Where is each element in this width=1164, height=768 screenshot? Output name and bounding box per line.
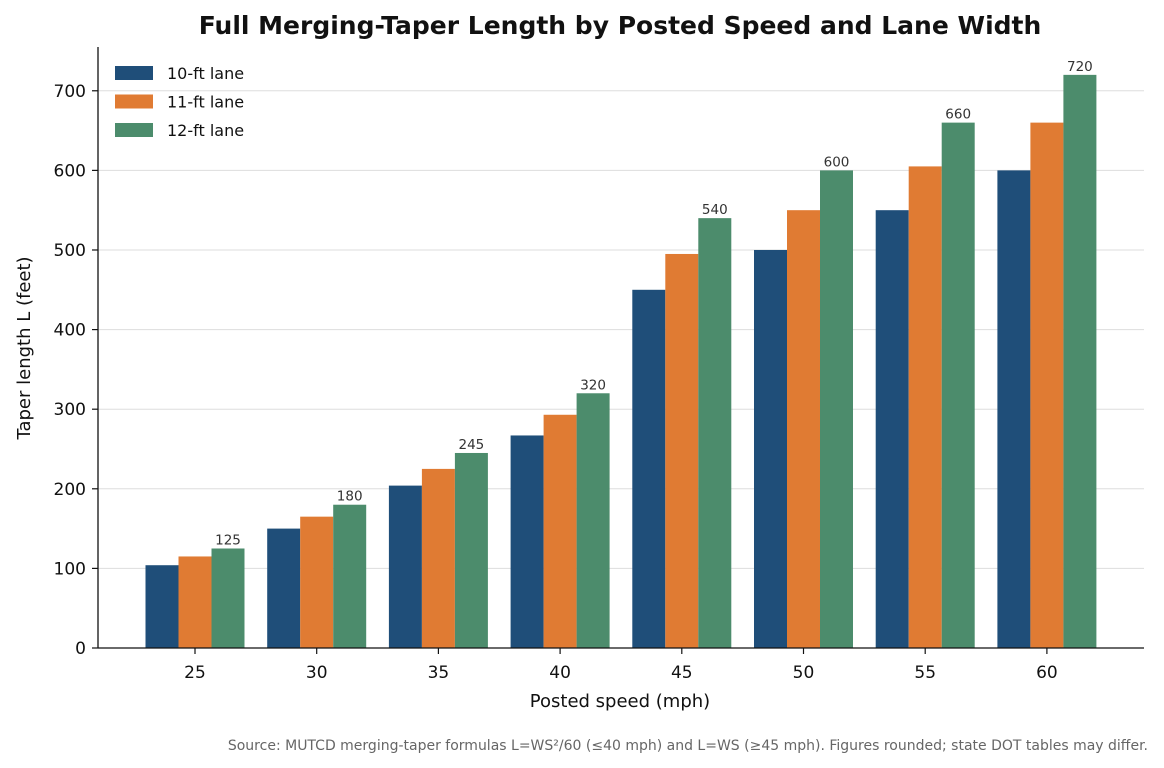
bar-12-ft-lane-40 [576,393,610,648]
legend-label: 12-ft lane [167,121,244,140]
x-tick-label: 55 [914,663,936,683]
x-tick-label: 30 [306,663,328,683]
y-tick-label: 200 [54,480,86,500]
x-tick-label: 50 [793,663,815,683]
source-note: Source: MUTCD merging-taper formulas L=W… [228,738,1148,754]
bar-12-ft-lane-30 [333,504,367,648]
bar-11-ft-lane-45 [665,253,699,648]
legend-label: 10-ft lane [167,64,244,83]
bar-10-ft-lane-45 [632,289,666,648]
bar-12-ft-lane-35 [454,452,488,648]
data-label: 180 [337,489,363,505]
bar-12-ft-lane-60 [1063,74,1097,649]
x-tick-label: 25 [184,663,206,683]
y-axis-label: Taper length L (feet) [14,256,35,440]
y-tick-label: 400 [54,321,86,341]
data-label: 125 [215,532,241,548]
x-axis-label: Posted speed (mph) [530,691,710,712]
x-tick-label: 40 [549,663,571,683]
data-label: 720 [1067,59,1093,75]
y-tick-label: 500 [54,241,86,261]
bar-10-ft-lane-60 [997,170,1031,649]
bar-10-ft-lane-35 [388,485,422,648]
data-label: 660 [945,107,971,123]
bar-10-ft-lane-50 [754,249,787,648]
bar-11-ft-lane-30 [300,516,334,648]
bar-11-ft-lane-50 [787,210,820,648]
x-tick-label: 45 [671,663,693,683]
data-label: 320 [580,377,606,393]
bar-10-ft-lane-55 [875,210,909,648]
y-tick-label: 600 [54,161,86,181]
bar-10-ft-lane-40 [510,435,544,648]
bar-11-ft-lane-25 [178,556,212,648]
bar-10-ft-lane-25 [145,565,179,648]
gridlines [98,90,1144,569]
bar-11-ft-lane-40 [543,414,577,648]
x-axis-ticks: 25 30 35 40 45 50 55 60 [184,648,1058,683]
chart-title: Full Merging-Taper Length by Posted Spee… [199,11,1042,40]
y-axis-ticks: 0 100 200 300 400 500 600 700 [54,82,98,659]
bars [145,74,1097,649]
data-label: 245 [459,437,485,453]
legend-swatch [115,66,153,80]
y-tick-label: 100 [54,559,86,579]
legend-label: 11-ft lane [167,93,244,112]
bar-10-ft-lane-30 [267,528,301,648]
data-labels: 125 180 245 320 540 600 660 720 [215,59,1093,549]
bar-11-ft-lane-60 [1030,122,1064,649]
bar-12-ft-lane-55 [941,122,975,649]
legend-swatch [115,94,153,109]
bar-11-ft-lane-55 [908,166,942,648]
bar-11-ft-lane-35 [421,468,455,648]
x-tick-label: 60 [1036,663,1058,683]
legend-swatch [115,123,153,137]
bar-12-ft-lane-25 [211,548,245,648]
bar-12-ft-lane-50 [820,170,853,649]
x-tick-label: 35 [428,663,450,683]
y-tick-label: 0 [75,639,86,659]
y-tick-label: 700 [54,82,86,102]
y-tick-label: 300 [54,400,86,420]
data-label: 540 [702,202,728,218]
data-label: 600 [824,154,850,170]
legend: 10-ft lane 11-ft lane 12-ft lane [115,64,244,140]
bar-12-ft-lane-45 [698,218,732,648]
